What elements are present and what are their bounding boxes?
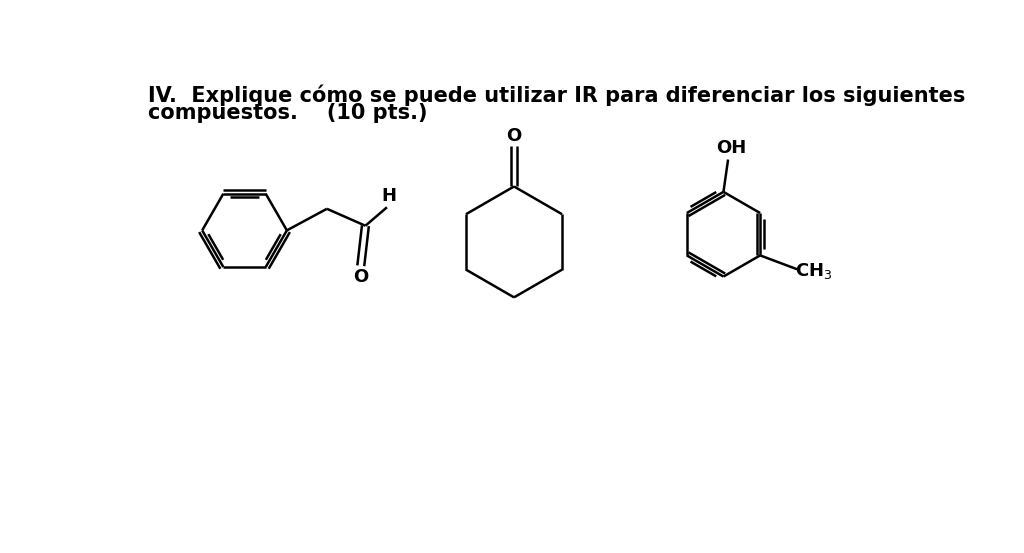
Text: CH$_3$: CH$_3$ <box>796 261 833 281</box>
Text: O: O <box>353 268 369 285</box>
Text: H: H <box>381 187 396 206</box>
Text: IV.  Explique cómo se puede utilizar IR para diferenciar los siguientes: IV. Explique cómo se puede utilizar IR p… <box>147 84 965 106</box>
Text: O: O <box>507 127 521 145</box>
Text: compuestos.    (10 pts.): compuestos. (10 pts.) <box>147 103 427 123</box>
Text: OH: OH <box>716 139 746 157</box>
